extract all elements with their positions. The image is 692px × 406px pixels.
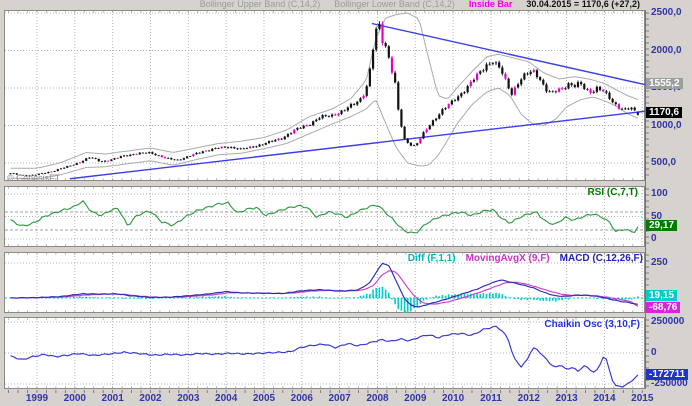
year-label: 2001 bbox=[101, 393, 124, 404]
y-axis-label: 0 bbox=[651, 233, 657, 244]
last-value-badge: 19,15 bbox=[646, 289, 678, 301]
y-axis-label: 250 bbox=[651, 257, 668, 268]
diff-indicator-label: Diff (F,1,1) bbox=[407, 253, 456, 264]
y-axis-label: 2000,0 bbox=[651, 44, 682, 56]
year-label: 2012 bbox=[517, 393, 540, 404]
year-label: 2003 bbox=[177, 393, 200, 404]
y-axis-label: 50 bbox=[651, 210, 663, 222]
rsi-indicator-label: RSI (C,7,T) bbox=[587, 187, 638, 198]
bollinger-lower-legend: Bollinger Lower Band (C,14,2) bbox=[334, 0, 455, 9]
movingavg-indicator-label: MovingAvgX (9,F) bbox=[465, 253, 550, 264]
last-value-badge: 29,17 bbox=[646, 220, 678, 232]
y-axis-label: 100 bbox=[651, 188, 668, 199]
y-axis-label: 250000 bbox=[651, 316, 685, 327]
last-value-badge: 1555,2 bbox=[646, 78, 683, 90]
year-label: 2002 bbox=[139, 393, 162, 404]
genesisft-watermark: © GenesisFT bbox=[7, 173, 61, 183]
chaikin-panel-canvas[interactable] bbox=[4, 317, 645, 389]
value-axis[interactable]: 2500,02000,01500,01000,0500,01555,21170,… bbox=[645, 0, 692, 390]
year-label: 2014 bbox=[593, 393, 616, 404]
year-label: 2007 bbox=[328, 393, 351, 404]
time-axis[interactable]: 1999 2000 2001 2002 2003 2004 2005 2006 2007 2008… bbox=[0, 390, 692, 406]
year-label: 2013 bbox=[555, 393, 578, 404]
cursor-date-value: 30.04.2015 = 1170,6 (+27,2) bbox=[526, 0, 640, 9]
macd-indicator-labels: Diff (F,1,1) MovingAvgX (9,F) MACD (C,12… bbox=[408, 253, 643, 264]
y-axis-label: 2500,0 bbox=[651, 7, 682, 18]
bollinger-upper-legend: Bollinger Upper Band (C,14,2) bbox=[199, 0, 321, 9]
y-axis-label: 500,0 bbox=[651, 157, 677, 168]
price-panel-canvas[interactable] bbox=[4, 10, 645, 181]
year-label: 2005 bbox=[252, 393, 276, 404]
year-label: 2010 bbox=[442, 393, 465, 404]
macd-panel-canvas[interactable] bbox=[4, 252, 645, 313]
year-label: 2015 bbox=[631, 393, 654, 404]
year-label: 2009 bbox=[404, 393, 427, 404]
last-value-badge: -172711 bbox=[646, 368, 689, 380]
last-value-badge: -68,76 bbox=[646, 302, 681, 314]
year-label: 1999 bbox=[25, 393, 49, 404]
y-axis-label: -250000 bbox=[651, 378, 688, 389]
year-label: 2008 bbox=[366, 393, 389, 404]
year-label: 2000 bbox=[63, 393, 86, 404]
year-label: 2004 bbox=[215, 393, 238, 404]
time-axis-ticks bbox=[8, 390, 643, 393]
value-axis-ticks bbox=[645, 10, 649, 389]
y-axis-label: 1000,0 bbox=[651, 119, 682, 131]
year-label: 2011 bbox=[480, 393, 502, 404]
chaikin-indicator-label: Chaikin Osc (3,10,F) bbox=[544, 319, 640, 330]
y-axis-label: 0 bbox=[651, 347, 657, 358]
inside-bar-legend: Inside Bar bbox=[468, 0, 513, 9]
legend-bar: Bollinger Upper Band (C,14,2) Bollinger … bbox=[0, 0, 640, 9]
rsi-panel-canvas[interactable] bbox=[4, 186, 645, 247]
year-label: 2006 bbox=[290, 393, 313, 404]
last-value-badge: 1170,6 bbox=[646, 107, 683, 119]
macd-indicator-label: MACD (C,12,26,F) bbox=[559, 253, 643, 264]
